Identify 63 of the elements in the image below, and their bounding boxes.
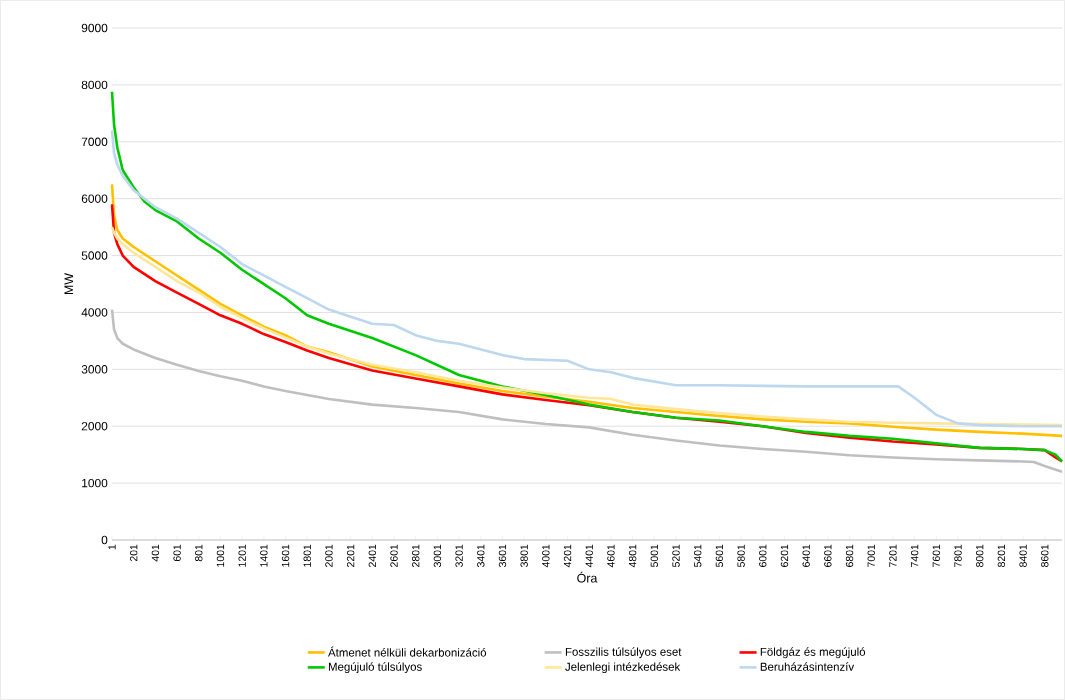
x-tick-label: 1801 bbox=[303, 544, 311, 567]
x-tick-label: 4001 bbox=[542, 544, 550, 568]
y-tick-label: 8000 bbox=[81, 80, 108, 90]
x-tick-label: 8201 bbox=[997, 544, 1006, 567]
x-tick-label: 4601 bbox=[607, 544, 615, 568]
x-tick-label: 3601 bbox=[498, 544, 507, 568]
x-tick-label: 6001 bbox=[759, 544, 767, 567]
legend-label: Fosszilis túlsúlyos eset bbox=[565, 647, 682, 659]
x-tick-label: 7001 bbox=[867, 544, 875, 567]
x-tick-label: 201 bbox=[130, 544, 138, 562]
y-tick-label: 1000 bbox=[82, 478, 108, 488]
legend-label: Beruházásintenzív bbox=[760, 662, 855, 671]
x-tick-label: 2601 bbox=[390, 544, 398, 567]
x-tick-label: 1 bbox=[108, 544, 116, 550]
legend-label: Átmenet nélküli dekarbonizáció bbox=[328, 646, 487, 657]
x-tick-label: 7201 bbox=[889, 544, 897, 567]
x-tick-label: 5601 bbox=[715, 544, 724, 568]
x-tick-label: 2401 bbox=[368, 544, 377, 567]
x-tick-label: 3401 bbox=[477, 544, 485, 568]
y-axis-title: MW bbox=[64, 272, 74, 295]
x-tick-label: 7401 bbox=[910, 544, 919, 567]
x-tick-label: 2201 bbox=[346, 544, 355, 567]
x-tick-label: 1201 bbox=[238, 544, 246, 567]
x-tick-label: 8001 bbox=[976, 544, 984, 567]
y-tick-label: 5000 bbox=[81, 251, 108, 260]
x-tick-label: 801 bbox=[195, 544, 203, 562]
x-tick-label: 401 bbox=[151, 544, 160, 562]
legend-label: Megújuló túlsúlyos bbox=[328, 662, 422, 674]
x-tick-label: 6401 bbox=[802, 544, 810, 567]
y-tick-label: 2000 bbox=[81, 421, 108, 431]
x-tick-label: 1001 bbox=[216, 544, 225, 567]
x-tick-label: 5201 bbox=[672, 544, 680, 568]
y-tick-label: 4000 bbox=[81, 308, 108, 317]
y-tick-label: 9000 bbox=[81, 23, 108, 33]
y-tick-label: 7000 bbox=[81, 137, 108, 146]
x-tick-label: 4401 bbox=[585, 544, 593, 568]
y-tick-label: 0 bbox=[101, 535, 108, 545]
x-tick-label: 4801 bbox=[628, 544, 637, 568]
x-tick-label: 4201 bbox=[563, 544, 572, 568]
x-tick-label: 5801 bbox=[737, 544, 745, 568]
x-tick-label: 6801 bbox=[845, 544, 854, 567]
x-tick-label: 7601 bbox=[932, 544, 941, 567]
x-tick-label: 8401 bbox=[1019, 544, 1027, 567]
x-tick-label: 8601 bbox=[1041, 544, 1049, 567]
x-tick-label: 6201 bbox=[780, 544, 789, 567]
y-tick-label: 3000 bbox=[81, 365, 108, 374]
x-tick-label: 601 bbox=[173, 544, 181, 562]
x-tick-label: 5001 bbox=[650, 544, 659, 568]
legend-label: Jelenlegi intézkedések bbox=[565, 662, 681, 674]
x-axis-title: Óra bbox=[577, 571, 598, 583]
x-tick-label: 2801 bbox=[412, 544, 420, 567]
x-tick-label: 3801 bbox=[520, 544, 528, 568]
legend-label: Földgáz és megújuló bbox=[760, 647, 866, 659]
x-tick-label: 1601 bbox=[281, 544, 290, 567]
x-tick-label: 7801 bbox=[954, 544, 962, 567]
line-series bbox=[110, 308, 1064, 474]
x-tick-label: 1401 bbox=[260, 544, 268, 567]
y-tick-label: 6000 bbox=[81, 194, 108, 203]
x-tick-label: 2001 bbox=[325, 544, 333, 567]
x-tick-label: 5401 bbox=[694, 544, 702, 568]
x-tick-label: 6601 bbox=[824, 544, 832, 567]
x-tick-label: 3001 bbox=[433, 544, 442, 568]
x-tick-label: 3201 bbox=[455, 544, 463, 568]
